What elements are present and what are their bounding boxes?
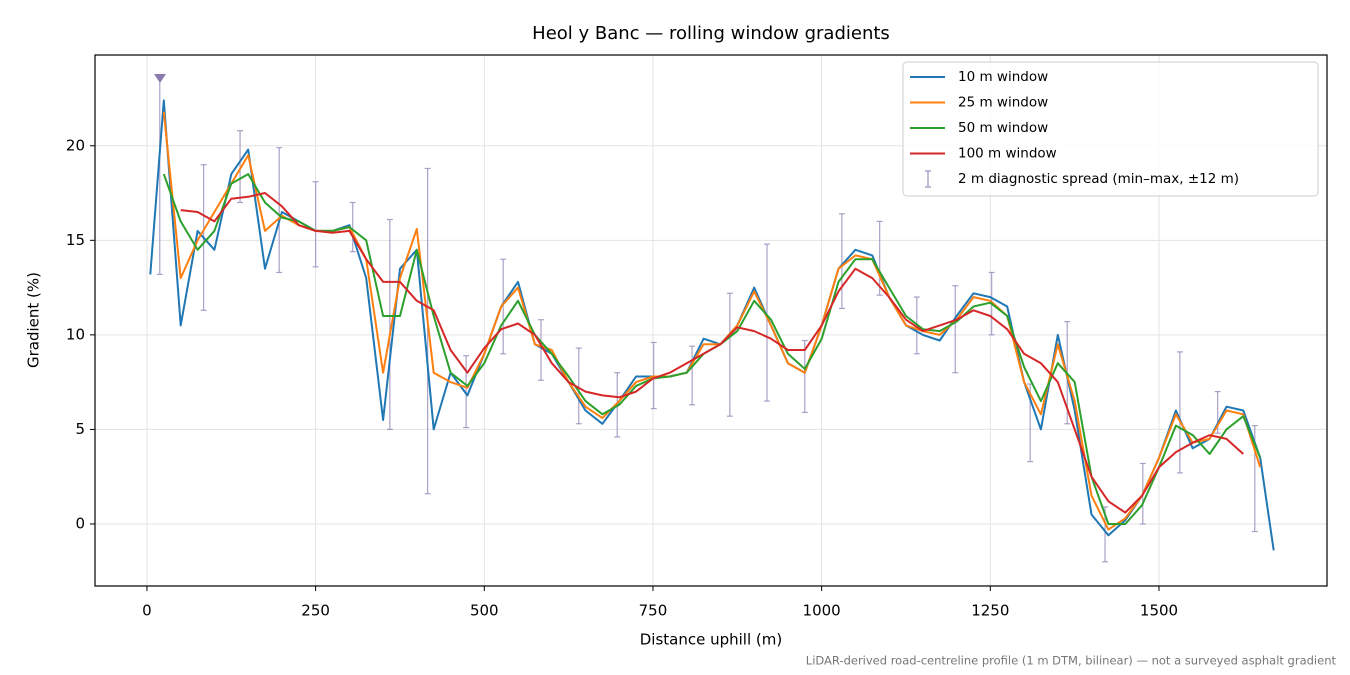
error-bar	[500, 258, 507, 355]
y-tick-label: 0	[75, 514, 85, 532]
error-bar	[237, 130, 244, 204]
x-tick-label: 750	[639, 602, 668, 620]
clip-marker	[154, 74, 166, 83]
error-bar	[349, 201, 356, 253]
y-tick-label: 10	[66, 325, 85, 343]
legend	[902, 61, 1319, 197]
error-bar	[726, 292, 733, 417]
error-bar	[276, 147, 283, 274]
x-tick-label: 1000	[803, 602, 841, 620]
chart-title: Heol y Banc — rolling window gradients	[532, 23, 890, 44]
x-tick-label: 1250	[971, 602, 1009, 620]
error-bar	[463, 355, 470, 429]
error-bar	[1176, 351, 1183, 474]
x-tick-label: 250	[301, 602, 330, 620]
x-axis-label: Distance uphill (m)	[640, 631, 782, 649]
legend-label: 10 m window	[958, 69, 1048, 85]
error-bar	[952, 285, 959, 374]
y-tick-label: 5	[75, 420, 85, 438]
legend-label: 25 m window	[958, 95, 1048, 111]
error-bar	[689, 345, 696, 406]
x-tick-label: 1500	[1140, 602, 1178, 620]
plot-frame	[94, 54, 1328, 587]
y-tick-label: 20	[66, 136, 85, 154]
plot-area	[95, 55, 1327, 586]
error-bar	[876, 220, 883, 296]
legend-label: 2 m diagnostic spread (min–max, ±12 m)	[958, 171, 1239, 187]
legend-label: 50 m window	[958, 120, 1048, 136]
legend-label: 100 m window	[958, 146, 1057, 162]
footnote: LiDAR-derived road-centreline profile (1…	[806, 654, 1337, 668]
error-bar	[312, 181, 319, 268]
y-axis-label: Gradient (%)	[25, 272, 43, 368]
legend-entries: 10 m window 25 m window 50 m window 100 m w…	[910, 69, 1239, 188]
x-tick-label: 0	[142, 602, 152, 620]
x-tick-label: 500	[470, 602, 499, 620]
line-series	[180, 192, 1244, 514]
error-bar	[764, 243, 770, 402]
y-tick-label: 15	[66, 231, 85, 249]
error-bar	[575, 347, 582, 425]
error-bar	[424, 167, 431, 495]
error-bar	[537, 319, 544, 381]
error-bar	[838, 213, 845, 309]
error-bar	[801, 339, 808, 414]
error-bar	[386, 218, 393, 431]
